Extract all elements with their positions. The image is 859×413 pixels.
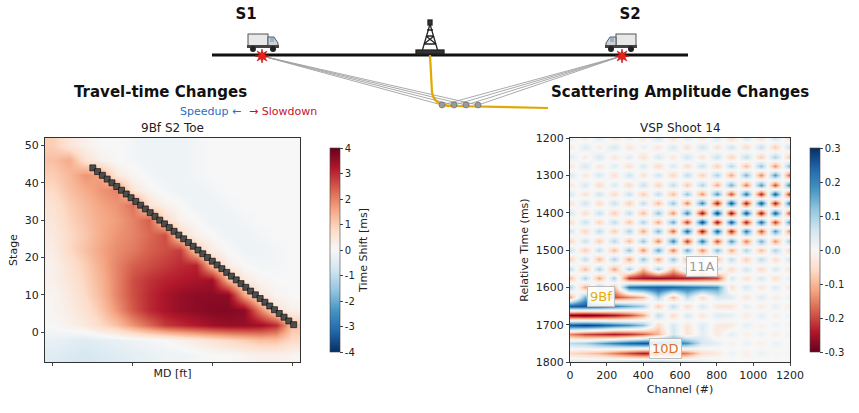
svg-text:-4: -4: [345, 347, 355, 358]
svg-text:200: 200: [596, 369, 617, 382]
svg-text:20: 20: [25, 251, 39, 264]
svg-text:→ Slowdown: → Slowdown: [249, 105, 317, 118]
svg-text:1300: 1300: [536, 169, 564, 182]
svg-text:-2: -2: [345, 296, 355, 307]
svg-text:40: 40: [25, 177, 39, 190]
svg-text:Speedup ←: Speedup ←: [180, 105, 241, 118]
svg-text:0.3: 0.3: [825, 143, 841, 154]
svg-text:Time Shift [ms]: Time Shift [ms]: [357, 208, 370, 293]
svg-text:10D: 10D: [652, 341, 679, 356]
svg-text:400: 400: [633, 369, 654, 382]
svg-text:10: 10: [25, 289, 39, 302]
svg-text:0.0: 0.0: [825, 245, 841, 256]
svg-text:0.2: 0.2: [825, 177, 841, 188]
svg-text:1400: 1400: [536, 207, 564, 220]
svg-text:-3: -3: [345, 321, 355, 332]
svg-text:2: 2: [345, 194, 351, 205]
svg-text:1: 1: [345, 219, 351, 230]
svg-text:4: 4: [345, 143, 351, 154]
svg-text:Scattering Amplitude Changes: Scattering Amplitude Changes: [551, 83, 809, 101]
svg-text:0.1: 0.1: [825, 211, 841, 222]
svg-text:Relative Time (ms): Relative Time (ms): [518, 198, 531, 301]
svg-text:600: 600: [670, 369, 691, 382]
svg-text:MD [ft]: MD [ft]: [153, 367, 191, 380]
svg-text:Stage: Stage: [7, 234, 20, 266]
svg-text:1000: 1000: [739, 369, 767, 382]
svg-text:0: 0: [567, 369, 574, 382]
svg-text:1600: 1600: [536, 281, 564, 294]
svg-text:3: 3: [345, 168, 351, 179]
svg-text:-0.2: -0.2: [825, 313, 845, 324]
svg-text:1700: 1700: [536, 319, 564, 332]
svg-text:50: 50: [25, 139, 39, 152]
svg-text:11A: 11A: [689, 259, 715, 274]
svg-text:S1: S1: [235, 5, 256, 23]
svg-text:1200: 1200: [536, 132, 564, 145]
svg-text:30: 30: [25, 214, 39, 227]
svg-text:-0.1: -0.1: [825, 279, 845, 290]
svg-text:Travel-time Changes: Travel-time Changes: [74, 83, 247, 101]
svg-text:0: 0: [32, 326, 39, 339]
svg-text:-1: -1: [345, 270, 355, 281]
svg-text:1800: 1800: [536, 356, 564, 369]
svg-text:1200: 1200: [776, 369, 804, 382]
svg-text:0: 0: [345, 245, 351, 256]
svg-text:-0.3: -0.3: [825, 347, 845, 358]
svg-text:VSP Shoot 14: VSP Shoot 14: [640, 121, 721, 135]
svg-text:1500: 1500: [536, 244, 564, 257]
svg-text:9Bf: 9Bf: [590, 289, 612, 304]
svg-text:Channel (#): Channel (#): [647, 383, 713, 396]
svg-text:9Bf S2 Toe: 9Bf S2 Toe: [141, 121, 204, 135]
svg-text:S2: S2: [619, 5, 640, 23]
svg-text:800: 800: [706, 369, 727, 382]
